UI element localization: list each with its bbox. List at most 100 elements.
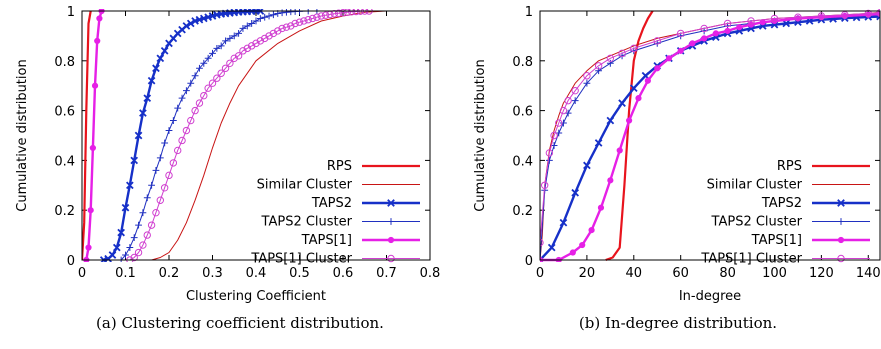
data-point [747,17,755,25]
data-point [571,188,580,197]
data-point [269,29,278,38]
data-point [160,47,169,55]
data-point [540,181,549,190]
data-point [545,149,554,157]
data-point [676,29,685,38]
series-line [85,10,103,261]
data-point [265,12,273,20]
x-tick-label: 0.5 [289,266,310,281]
data-point [782,19,791,28]
data-point [594,139,603,147]
data-point [321,11,330,19]
x-tick-label: 0.6 [333,266,354,281]
data-point [230,54,238,63]
caption-a: (a) Clustering coefficient distribution. [96,314,384,332]
plot-area [82,9,409,262]
data-point [559,218,568,227]
x-tick-label: 0 [536,266,544,281]
plot-frame [81,10,431,261]
data-point [187,79,195,87]
data-point [213,74,221,82]
x-tick-label: 100 [762,266,787,281]
legend-marker [837,236,845,244]
y-tick-label: 0.6 [54,105,75,120]
legend-label: TAPS[1] [301,233,352,248]
series-line [540,12,880,243]
chart-clustering-coefficient: 0 0.1 0.2 0.3 0.4 0.5 0.6 0.7 0.8 0 0.2 0.4 0.6 0.8 1 C… [15,5,440,304]
data-point [654,65,661,72]
data-point [221,64,230,72]
data-point [217,69,225,77]
data-point [270,11,277,19]
data-point [547,243,556,252]
data-point [117,228,125,237]
data-point [817,12,826,20]
data-point [308,14,317,23]
data-point [841,11,849,19]
data-point [213,44,221,52]
legend-marker [387,236,395,244]
data-point [583,79,591,87]
data-point [126,244,134,251]
data-point [243,44,252,53]
data-point [555,119,563,127]
y-axis-label: Cumulative distribution [473,59,488,211]
data-point [182,126,191,135]
legend-label: Similar Cluster [257,178,353,193]
data-point [169,117,177,124]
data-point [191,106,199,115]
data-point [200,91,208,100]
series-line [82,10,92,261]
data-point [588,227,595,234]
data-point [794,13,802,21]
legend-label: TAPS2 [311,196,352,211]
data-point [209,49,216,57]
data-point [247,42,256,50]
data-point [626,117,633,124]
data-point [339,9,347,17]
legend-label: RPS [327,159,352,174]
data-point [152,166,160,174]
plot-area [540,9,880,262]
data-point [571,86,579,95]
data-point [616,147,623,154]
data-point [665,55,673,62]
data-point [165,171,173,180]
legend-label: TAPS[1] Cluster [250,252,352,267]
data-point [300,17,308,25]
data-point [560,119,567,127]
data-point [169,159,178,167]
y-tick-label: 1 [67,5,75,20]
data-point [234,52,243,60]
data-point [135,221,142,229]
data-point [152,64,160,73]
data-point [174,104,182,112]
y-tick-label: 1 [525,5,533,20]
series-line [540,12,880,262]
data-point [156,196,165,204]
data-point [261,13,269,21]
data-point [291,19,299,28]
data-point [712,30,719,37]
data-point [200,59,208,67]
data-point [182,22,191,30]
data-point [147,76,156,85]
legend-label: TAPS[1] Cluster [700,252,802,267]
y-tick-label: 0.8 [54,55,75,70]
data-point [148,181,155,189]
legend-marker [837,218,845,225]
y-axis-label: Cumulative distribution [15,59,30,211]
legend-label: TAPS2 [761,196,802,211]
data-point [252,17,260,25]
data-point [222,37,229,45]
data-point [139,241,147,249]
data-point [304,16,312,24]
data-point [87,207,94,214]
y-tick-label: 0 [67,254,75,269]
x-tick-label: 80 [719,266,736,281]
y-tick-label: 0.2 [512,204,533,219]
legend-marker [837,199,845,207]
data-point [139,109,147,117]
data-point [287,22,295,30]
data-point [653,37,661,45]
